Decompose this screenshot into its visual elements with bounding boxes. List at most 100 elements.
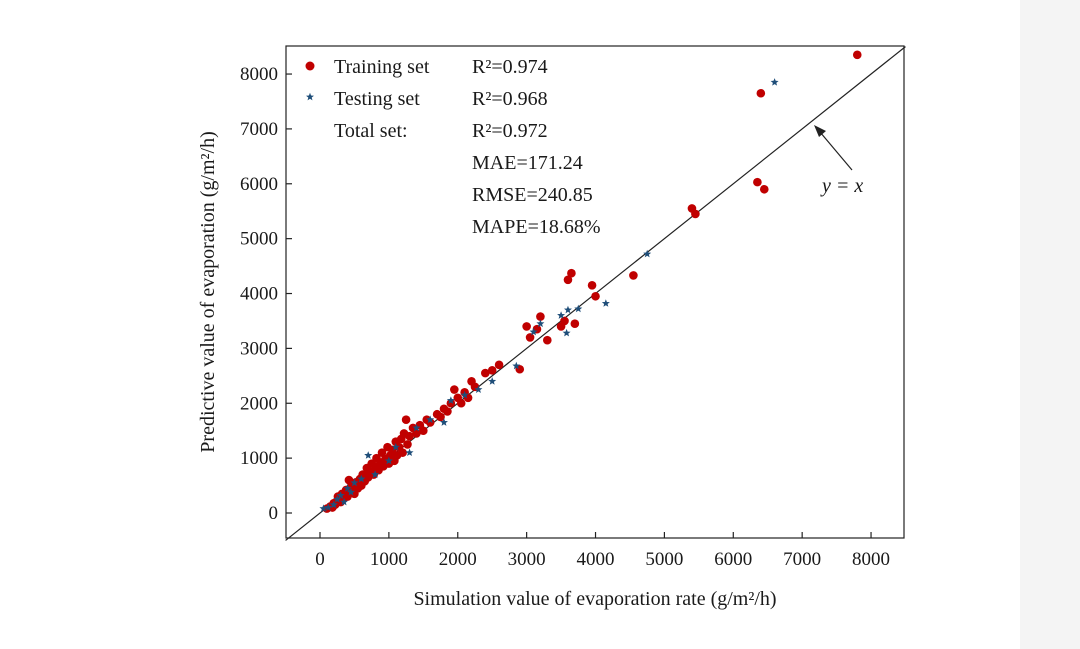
testing-point: [643, 249, 652, 258]
testing-point: [329, 500, 338, 509]
training-point: [543, 335, 552, 345]
testing-point: [357, 474, 366, 483]
training-point: [753, 177, 762, 187]
training-point: [691, 209, 700, 219]
training-point: [852, 50, 862, 60]
testing-point: [446, 396, 455, 404]
x-tick-label: 2000: [439, 549, 477, 570]
y-axis-ticks: 0 1000 2000 3000 4000 5000 6000 7000 8000: [240, 64, 292, 524]
testing-point: [347, 487, 355, 496]
y-tick-label: 7000: [240, 119, 278, 140]
testing-point: [601, 299, 610, 307]
testing-point: [371, 470, 380, 478]
y-tick-label: 5000: [240, 229, 278, 250]
testing-point: [460, 390, 469, 399]
testing-point: [529, 327, 538, 336]
x-tick-label: 7000: [783, 549, 821, 570]
total-r2: R²=0.972: [472, 120, 548, 142]
total-set-label: Total set:: [334, 120, 408, 142]
training-point: [425, 418, 435, 427]
training-point: [567, 268, 576, 278]
testing-point: [562, 328, 571, 337]
testing-point: [474, 385, 483, 393]
legend-training-label: Training set: [334, 56, 430, 78]
testing-points: [319, 78, 779, 513]
training-point: [587, 280, 597, 290]
testing-point: [391, 442, 400, 451]
training-point: [560, 316, 569, 326]
x-tick-label: 6000: [714, 549, 752, 570]
testing-point: [319, 504, 328, 513]
training-point: [456, 398, 466, 408]
y-tick-label: 2000: [240, 393, 278, 414]
testing-point: [336, 491, 345, 499]
training-point: [401, 415, 411, 425]
testing-point: [557, 311, 566, 319]
training-point: [405, 431, 414, 441]
x-axis-label: Simulation value of evaporation rate (g/…: [413, 588, 776, 610]
training-r2: R²=0.974: [472, 56, 548, 78]
training-point: [536, 312, 545, 321]
mape-value: MAPE=18.68%: [472, 216, 601, 238]
testing-point: [350, 478, 359, 487]
y-tick-label: 6000: [240, 174, 278, 195]
training-point: [436, 412, 445, 422]
training-point: [629, 271, 638, 280]
legend-testing-marker: [306, 92, 314, 101]
testing-point: [324, 503, 333, 511]
legend-training-marker: [305, 61, 315, 71]
training-point: [398, 448, 407, 457]
testing-point: [770, 78, 779, 86]
training-point: [443, 407, 452, 416]
mae-value: MAE=171.24: [472, 152, 583, 174]
training-point: [487, 366, 497, 375]
x-tick-label: 5000: [645, 549, 683, 570]
y-tick-label: 3000: [240, 338, 278, 359]
testing-point: [488, 377, 497, 385]
y-tick-label: 1000: [240, 448, 278, 469]
x-tick-label: 0: [315, 549, 325, 570]
training-point: [403, 440, 412, 449]
testing-point: [384, 456, 393, 465]
page-edge-strip: [1020, 0, 1080, 649]
testing-point: [563, 305, 572, 314]
testing-point: [512, 361, 521, 370]
training-point: [494, 360, 504, 370]
training-point: [344, 475, 354, 485]
testing-point: [426, 415, 435, 424]
y-axis-label: Predictive value of evaporation (g/m²/h): [197, 131, 219, 452]
training-point: [522, 322, 531, 331]
training-point: [591, 291, 600, 301]
legend-testing-label: Testing set: [334, 88, 420, 110]
testing-point: [405, 448, 414, 457]
testing-point: [574, 304, 583, 313]
training-point: [450, 385, 459, 394]
annotation-arrow: [819, 131, 853, 171]
x-tick-label: 3000: [508, 549, 546, 570]
annotation-label: y = x: [820, 175, 863, 197]
x-tick-label: 4000: [577, 549, 615, 570]
annotation-arrowhead: [814, 125, 826, 137]
y-tick-label: 0: [269, 503, 279, 524]
testing-point: [333, 495, 342, 503]
x-tick-label: 1000: [370, 549, 408, 570]
rmse-value: RMSE=240.85: [472, 184, 593, 206]
testing-point: [364, 451, 373, 459]
testing-point: [340, 497, 349, 506]
testing-point: [536, 319, 545, 328]
training-point: [412, 429, 421, 438]
testing-r2: R²=0.968: [472, 88, 548, 110]
y-tick-label: 4000: [240, 284, 278, 305]
training-point: [419, 426, 428, 435]
training-point: [525, 333, 535, 342]
training-point: [563, 275, 573, 285]
x-tick-label: 8000: [852, 549, 890, 570]
testing-point: [439, 418, 448, 426]
testing-point: [343, 484, 352, 492]
training-point: [446, 398, 456, 408]
y-tick-label: 8000: [240, 64, 278, 85]
x-axis-ticks: 0 1000 2000 3000 4000 5000 6000 7000 8000: [315, 532, 890, 570]
training-point: [481, 368, 490, 378]
testing-point: [412, 423, 421, 432]
